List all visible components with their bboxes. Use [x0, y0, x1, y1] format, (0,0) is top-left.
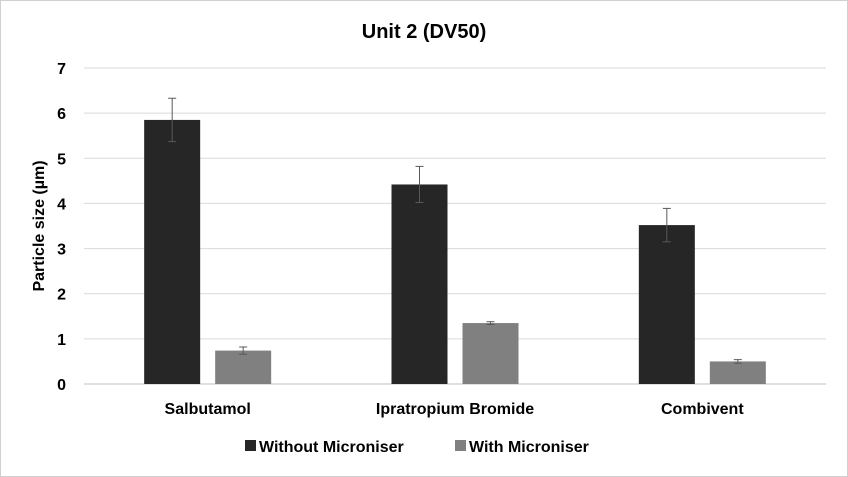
- bar-with-microniser: [709, 361, 766, 384]
- bar-with-microniser: [462, 323, 519, 384]
- y-tick-label: 4: [57, 196, 66, 213]
- error-bar: [662, 207, 671, 243]
- error-bar: [733, 359, 742, 364]
- x-tick-label: Ipratropium Bromide: [376, 401, 534, 418]
- bar-with-microniser: [215, 350, 272, 384]
- error-bar: [486, 321, 495, 325]
- y-axis-label: Particle size (µm): [31, 160, 48, 291]
- y-tick-label: 3: [57, 242, 66, 259]
- y-tick-label: 2: [57, 287, 66, 304]
- bar-without-microniser: [638, 225, 695, 384]
- y-tick-label: 0: [57, 377, 66, 394]
- y-tick-label: 6: [57, 106, 66, 123]
- chart-title: Unit 2 (DV50): [362, 21, 486, 43]
- legend-swatch-with-microniser: [455, 440, 466, 451]
- error-bar: [239, 346, 248, 355]
- y-axis-ticks: 0 1 2 3 4 5 6 7: [57, 61, 66, 394]
- y-tick-label: 7: [57, 61, 66, 78]
- legend-label-without-microniser: Without Microniser: [259, 439, 404, 456]
- legend: Without Microniser With Microniser: [245, 439, 589, 456]
- y-tick-label: 1: [57, 332, 66, 349]
- error-bar: [168, 97, 177, 143]
- gridlines: [84, 67, 826, 385]
- bar-without-microniser: [144, 119, 201, 385]
- bars: [144, 97, 766, 385]
- y-tick-label: 5: [57, 151, 66, 168]
- legend-label-with-microniser: With Microniser: [469, 439, 589, 456]
- error-bar: [415, 165, 424, 204]
- legend-swatch-without-microniser: [245, 440, 256, 451]
- x-tick-label: Combivent: [661, 401, 744, 418]
- x-tick-label: Salbutamol: [165, 401, 251, 418]
- bar-without-microniser: [391, 184, 448, 384]
- x-axis-ticks: Salbutamol Ipratropium Bromide Combivent: [165, 401, 745, 418]
